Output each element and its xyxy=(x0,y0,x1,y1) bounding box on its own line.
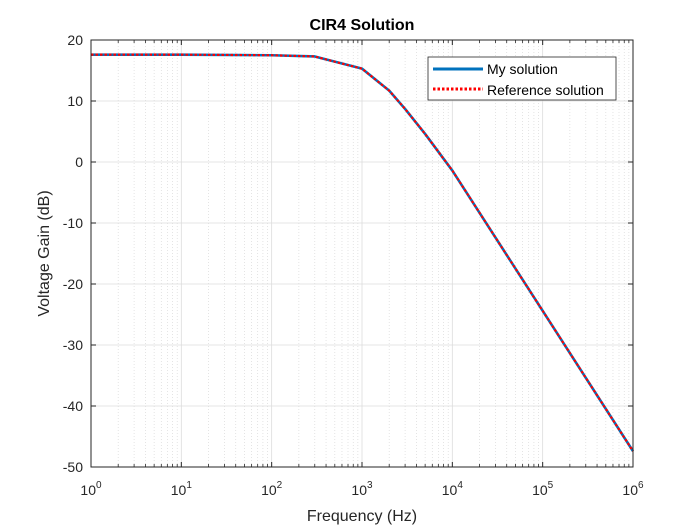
legend-box xyxy=(427,56,617,101)
legend-label-my-solution: My solution xyxy=(487,61,558,77)
y-tick-label: 20 xyxy=(67,32,83,48)
series-layer xyxy=(91,53,635,452)
x-tick-label: 105 xyxy=(532,480,554,498)
x-tick-label: 104 xyxy=(442,480,464,498)
y-tick-label: 10 xyxy=(67,93,83,109)
y-tick-label: -30 xyxy=(63,337,83,353)
tick-marks xyxy=(90,39,634,468)
y-axis-label: Voltage Gain (dB) xyxy=(36,190,53,316)
y-tick-label: 0 xyxy=(75,154,83,170)
y-tick-label: -10 xyxy=(63,215,83,231)
x-tick-label: 100 xyxy=(80,480,102,498)
legend: My solution Reference solution xyxy=(427,56,617,101)
x-tick-labels: 100 101 102 103 104 105 106 xyxy=(80,480,644,498)
y-tick-label: -50 xyxy=(63,459,83,475)
series-line-reference-solution xyxy=(91,53,634,452)
y-tick-label: -40 xyxy=(63,398,83,414)
y-tick-label: -20 xyxy=(63,276,83,292)
x-tick-label: 101 xyxy=(171,480,193,498)
x-tick-label: 102 xyxy=(261,480,283,498)
legend-label-reference-solution: Reference solution xyxy=(487,82,604,98)
x-tick-label: 103 xyxy=(351,480,373,498)
x-tick-label: 106 xyxy=(622,480,644,498)
x-axis-label: Frequency (Hz) xyxy=(307,508,417,525)
y-tick-labels: 20 10 0 -10 -20 -30 -40 -50 xyxy=(63,32,83,475)
chart-title: CIR4 Solution xyxy=(310,17,415,34)
